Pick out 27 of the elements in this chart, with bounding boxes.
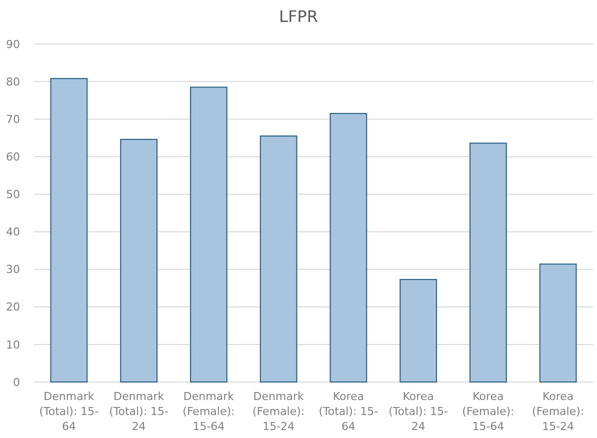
bar	[330, 112, 368, 382]
y-tick-label: 70	[6, 112, 20, 126]
chart-title: LFPR	[279, 7, 318, 26]
y-tick-label: 10	[6, 338, 20, 352]
y-tick-label: 0	[13, 376, 20, 389]
bar	[260, 136, 298, 382]
x-tick-label: Denmark (Female): 15-24	[252, 390, 305, 433]
bar	[50, 78, 88, 382]
y-tick-label: 50	[6, 188, 20, 202]
bar	[539, 264, 577, 382]
bar	[470, 142, 507, 382]
bar	[400, 278, 437, 382]
x-tick-label: Korea (Female): 15-24	[532, 390, 584, 433]
x-tick-label: Denmark (Total): 15-64	[39, 390, 99, 433]
y-tick-label: 90	[6, 38, 20, 51]
bar	[190, 86, 228, 382]
x-tick-label: Korea (Female): 15-64	[462, 390, 514, 433]
x-tick-label: Korea (Total): 15-24	[388, 390, 448, 433]
bar	[120, 138, 158, 382]
y-tick-label: 20	[6, 300, 20, 314]
x-tick-label: Korea (Total): 15-64	[318, 390, 378, 433]
x-tick-label: Denmark (Female): 15-64	[182, 390, 235, 433]
y-tick-label: 40	[6, 226, 20, 239]
y-tick-label: 30	[6, 263, 20, 276]
y-tick-label: 60	[6, 150, 20, 164]
y-tick-label: 80	[6, 75, 20, 88]
x-tick-label: Denmark (Total): 15-24	[109, 390, 169, 433]
